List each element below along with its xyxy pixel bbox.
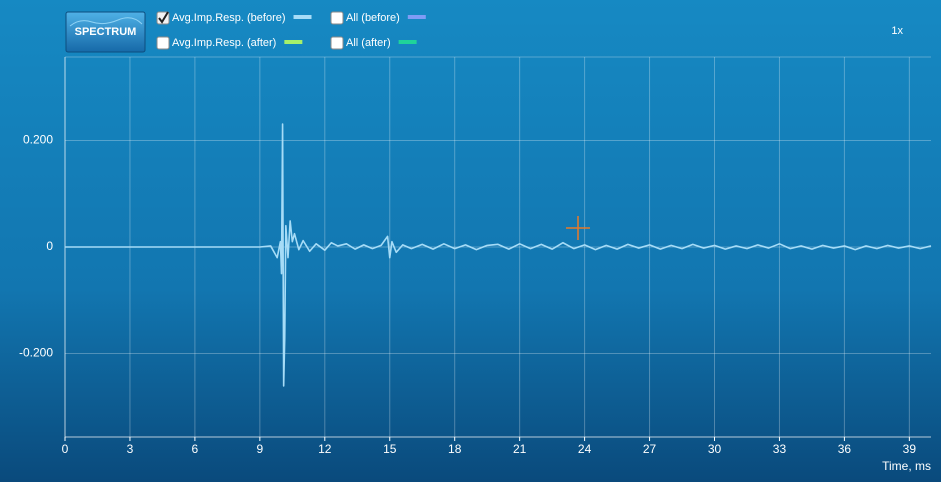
x-tick-label: 3 <box>127 442 134 456</box>
legend-label[interactable]: Avg.Imp.Resp. (before) <box>172 12 286 24</box>
spectrum-button[interactable]: SPECTRUM <box>65 11 146 53</box>
x-tick-label: 18 <box>448 442 462 456</box>
x-tick-label: 36 <box>838 442 852 456</box>
x-tick-label: 9 <box>257 442 264 456</box>
x-tick-label: 12 <box>318 442 332 456</box>
checkmark <box>158 11 169 24</box>
legend-label[interactable]: All (before) <box>346 12 400 24</box>
x-tick-label: 0 <box>62 442 69 456</box>
x-axis-label: Time, ms <box>882 459 931 473</box>
cursor <box>566 216 590 240</box>
y-tick-label: -0.200 <box>19 346 53 360</box>
y-tick-label: 0.200 <box>23 133 53 147</box>
zoom-label: 1x <box>891 25 903 37</box>
checkbox[interactable] <box>156 36 170 50</box>
x-tick-label: 33 <box>773 442 787 456</box>
x-tick-label: 30 <box>708 442 722 456</box>
x-tick-label: 39 <box>903 442 917 456</box>
x-tick-label: 24 <box>578 442 592 456</box>
legend-label[interactable]: All (after) <box>346 37 391 49</box>
y-tick-label: 0 <box>46 239 53 253</box>
checkbox[interactable] <box>330 36 344 50</box>
checkbox[interactable] <box>330 11 344 25</box>
button-label[interactable]: SPECTRUM <box>75 26 137 38</box>
legend-label[interactable]: Avg.Imp.Resp. (after) <box>172 37 276 49</box>
x-tick-label: 27 <box>643 442 657 456</box>
x-tick-label: 6 <box>192 442 199 456</box>
series-line <box>65 123 932 387</box>
x-tick-label: 15 <box>383 442 397 456</box>
x-tick-label: 21 <box>513 442 527 456</box>
